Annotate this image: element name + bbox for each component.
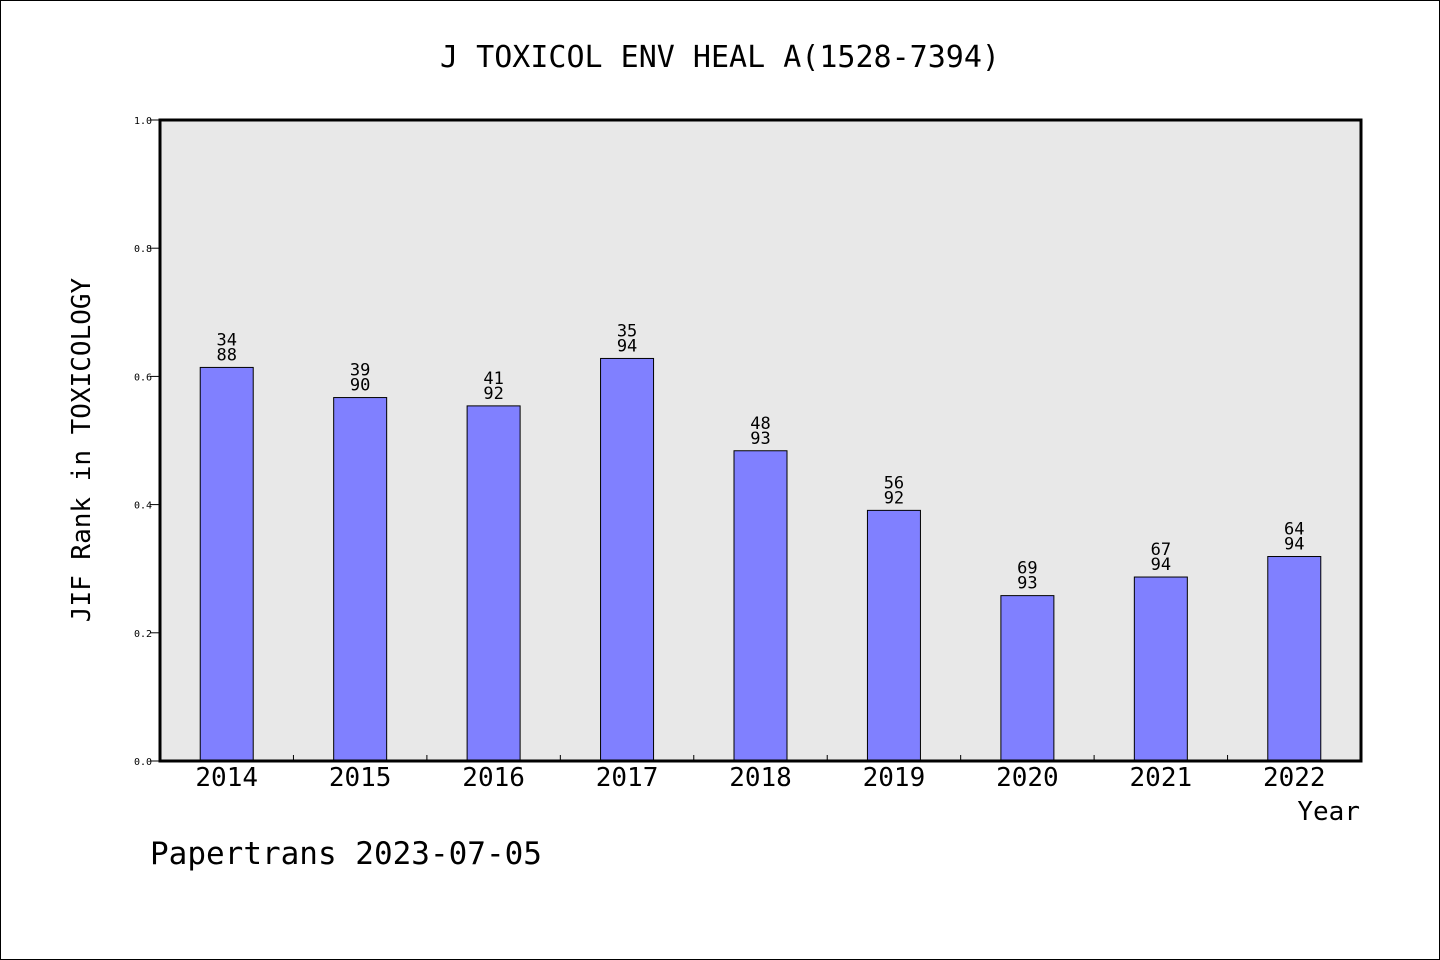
x-tick-label-2022: 2022 — [1263, 763, 1326, 793]
bar-2014 — [199, 366, 254, 762]
x-tick-label-2021: 2021 — [1130, 763, 1193, 793]
x-tick-label-2014: 2014 — [195, 763, 258, 793]
bar-total-label-2020: 93 — [1017, 574, 1037, 594]
x-tick-label-2017: 2017 — [596, 763, 659, 793]
x-tick-label-2019: 2019 — [863, 763, 926, 793]
x-tick-label-2015: 2015 — [329, 763, 392, 793]
y-tick-label-3: 0.6 — [134, 372, 152, 383]
bar-total-label-2016: 92 — [483, 384, 503, 404]
bar-rank-label-2019: 56 — [884, 473, 904, 493]
bar-2018 — [733, 450, 788, 762]
bar-rank-label-2015: 39 — [350, 361, 370, 381]
bar-2019 — [866, 509, 921, 762]
y-axis: 0.0 0.2 0.4 0.6 0.8 1.0 — [134, 116, 160, 768]
bar-rank-label-2014: 34 — [216, 330, 236, 350]
x-tick-label-2020: 2020 — [996, 763, 1059, 793]
bar-total-label-2017: 94 — [617, 336, 637, 356]
y-tick-label-2: 0.4 — [134, 501, 152, 512]
x-axis-label: Year — [1297, 797, 1360, 827]
bar-total-label-2014: 88 — [216, 345, 236, 365]
bar-total-label-2018: 93 — [750, 429, 770, 449]
bar-total-label-2022: 94 — [1284, 535, 1304, 555]
bar-rank-label-2021: 67 — [1151, 540, 1171, 560]
bar-2017 — [600, 357, 655, 762]
bar-total-label-2015: 90 — [350, 376, 370, 396]
x-axis: 2014 2015 2016 2017 2018 2019 2020 2021 2022 — [195, 755, 1326, 793]
bar-2015 — [333, 397, 388, 762]
bar-rank-label-2020: 69 — [1017, 559, 1037, 579]
bar-2016 — [466, 405, 521, 762]
plot-border — [158, 118, 1363, 763]
bar-rank-label-2022: 64 — [1284, 520, 1304, 540]
bar-2021 — [1133, 576, 1188, 762]
footer-credit: Papertrans 2023-07-05 — [150, 836, 542, 872]
bar-2020 — [1000, 595, 1055, 762]
bar-2022 — [1267, 556, 1322, 762]
y-tick-label-5: 1.0 — [134, 116, 152, 127]
bar-rank-label-2016: 41 — [483, 369, 503, 389]
x-tick-label-2018: 2018 — [729, 763, 792, 793]
chart-title: J TOXICOL ENV HEAL A(1528-7394) — [440, 40, 1000, 75]
bar-rank-label-2017: 35 — [617, 321, 637, 341]
bar-total-label-2021: 94 — [1151, 555, 1171, 575]
y-axis-label: JIF Rank in TOXICOLOGY — [67, 277, 97, 622]
y-tick-label-0: 0.0 — [134, 757, 152, 768]
bar-total-label-2019: 92 — [884, 488, 904, 508]
y-tick-label-4: 0.8 — [134, 244, 152, 255]
bar-rank-label-2018: 48 — [750, 414, 770, 434]
y-tick-label-1: 0.2 — [134, 629, 152, 640]
x-tick-label-2016: 2016 — [462, 763, 525, 793]
